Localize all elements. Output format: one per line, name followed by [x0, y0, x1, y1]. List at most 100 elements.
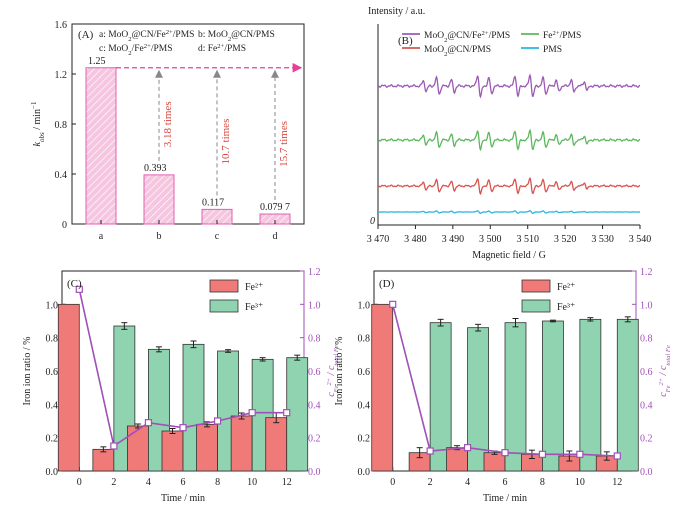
y2-tick-label: 1.0	[640, 300, 653, 311]
legend-item-b: Fe2+/PMS	[543, 30, 581, 42]
ratio-marker	[463, 444, 472, 452]
x-tick-label-a: b	[157, 231, 162, 242]
y-tick-label: 0.8	[46, 334, 59, 345]
ratio-marker	[144, 419, 153, 427]
label-part: MoO	[208, 30, 228, 40]
y-tick-label-a: 1.2	[55, 70, 68, 81]
bar-fe2	[161, 430, 184, 472]
y-tick-label: 0.6	[358, 367, 371, 378]
x-tick-label-a: d	[273, 231, 278, 242]
y-tick-label-a: 0.8	[55, 120, 68, 131]
x-tick-label-a: c	[215, 231, 220, 242]
legend-item-b: MoO2@CN/PMS	[424, 45, 491, 58]
legend-item: Fe³⁺	[245, 302, 263, 313]
legend-item-a: c: MoO2/Fe2+/PMS	[99, 43, 173, 57]
label-sup: 2+	[481, 30, 488, 37]
y2-sup: 2+	[658, 378, 665, 386]
ratio-marker	[389, 300, 397, 308]
label-sup: 2+	[553, 30, 560, 37]
y2-tick-label: 0.4	[640, 400, 653, 411]
bar-value-label: 0.393	[144, 163, 167, 174]
bar-fe2	[371, 303, 394, 472]
label-part: /PMS	[173, 30, 195, 40]
y2-axis-label: cFe2+ / ctotal Fe	[658, 345, 672, 397]
x-tick-label-b: 3 530	[591, 234, 614, 245]
y-axis-label: Iron ion ratio / %	[22, 337, 33, 406]
legend-item: Fe³⁺	[557, 302, 575, 313]
label-part: MoO	[108, 44, 128, 54]
bar-fe2	[196, 423, 218, 472]
y-tick-label: 0.0	[358, 467, 371, 478]
spectrum-line	[377, 128, 641, 152]
y2-mid: / c	[658, 365, 669, 378]
y2-tick-label: 0.2	[308, 434, 321, 445]
label-sub: 2	[128, 36, 131, 43]
x-tick-label: 0	[390, 477, 395, 488]
x-tick-label-b: 3 500	[479, 234, 502, 245]
y-axis-label: Iron ion ratio / %	[334, 337, 345, 406]
x-tick-label-b: 3 480	[404, 234, 427, 245]
ratio-marker	[283, 409, 291, 417]
ratio-marker	[426, 447, 434, 455]
panel-label: (C)	[67, 278, 82, 290]
spectrum-line	[377, 210, 641, 214]
x-tick-label: 4	[465, 477, 470, 488]
bar-b	[143, 174, 175, 225]
spectrum-line	[377, 176, 641, 196]
y2-main: c	[326, 392, 337, 397]
ylabel-main: k	[32, 141, 43, 146]
ratio-marker	[613, 452, 621, 460]
ylabel-sub: obs	[38, 132, 46, 142]
ratio-annotation: 10.7 times	[220, 119, 232, 165]
label-part: Fe	[208, 44, 218, 54]
y-axis-label-a: kobs / min−1	[30, 101, 46, 146]
y-tick-label: 0.8	[358, 334, 371, 345]
y2-tick-label: 1.2	[640, 267, 653, 278]
label-sub: 2	[228, 36, 231, 43]
label-part: /PMS	[560, 31, 582, 41]
y-zero-label-b: 0	[370, 216, 375, 227]
bar-fe3	[542, 320, 564, 472]
x-tick-label-b: 3 510	[516, 234, 539, 245]
bar-fe2	[127, 425, 149, 472]
legend-key: c:	[99, 44, 108, 54]
x-tick-label-b: 3 520	[554, 234, 577, 245]
y2-tick-label: 0.4	[308, 400, 321, 411]
y2-sub: Fe	[665, 385, 672, 393]
y2-tick-label: 0.6	[308, 367, 321, 378]
bar-value-label: 0.079 7	[260, 202, 290, 213]
legend-item-a: a: MoO2@CN/Fe2+/PMS	[99, 29, 194, 43]
y-tick-label: 0.6	[46, 367, 59, 378]
y2-axis-label: cFe2+ / ctotal Fe	[326, 345, 340, 397]
label-part: /Fe	[132, 44, 144, 54]
y2-tick-label: 0.0	[640, 467, 653, 478]
x-tick-label: 10	[247, 477, 257, 488]
x-tick-label-b: 3 540	[629, 234, 652, 245]
bar-value-label: 0.117	[202, 197, 224, 208]
label-part: PMS	[543, 45, 562, 55]
bar-fe3	[616, 318, 639, 472]
y-tick-label: 0.4	[358, 400, 371, 411]
bar-fe2	[57, 303, 80, 472]
ylabel-sup: −1	[30, 101, 38, 109]
x-tick-label-b: 3 490	[442, 234, 465, 245]
y-tick-label: 0.2	[46, 434, 59, 445]
x-tick-label: 6	[503, 477, 508, 488]
bar-fe3	[504, 322, 527, 472]
ratio-marker	[538, 450, 547, 458]
ratio-annotation: 3.18 times	[162, 101, 174, 147]
label-sup: 2+	[217, 43, 224, 50]
y2-tick-label: 1.2	[308, 267, 321, 278]
y-tick-label-a: 0.4	[55, 170, 68, 181]
y-tick-label: 0.4	[46, 400, 59, 411]
y2-tick-label: 0.8	[640, 334, 653, 345]
legend-swatch	[209, 299, 239, 313]
y2-sub: total Fe	[665, 345, 672, 366]
y-axis-label-b: Intensity / a.u.	[368, 6, 425, 17]
bar-fe2	[92, 448, 115, 472]
x-tick-label: 2	[111, 477, 116, 488]
y2-main: c	[658, 392, 669, 397]
y2-tick-label: 0.0	[308, 467, 321, 478]
spectrum-line	[377, 73, 641, 99]
